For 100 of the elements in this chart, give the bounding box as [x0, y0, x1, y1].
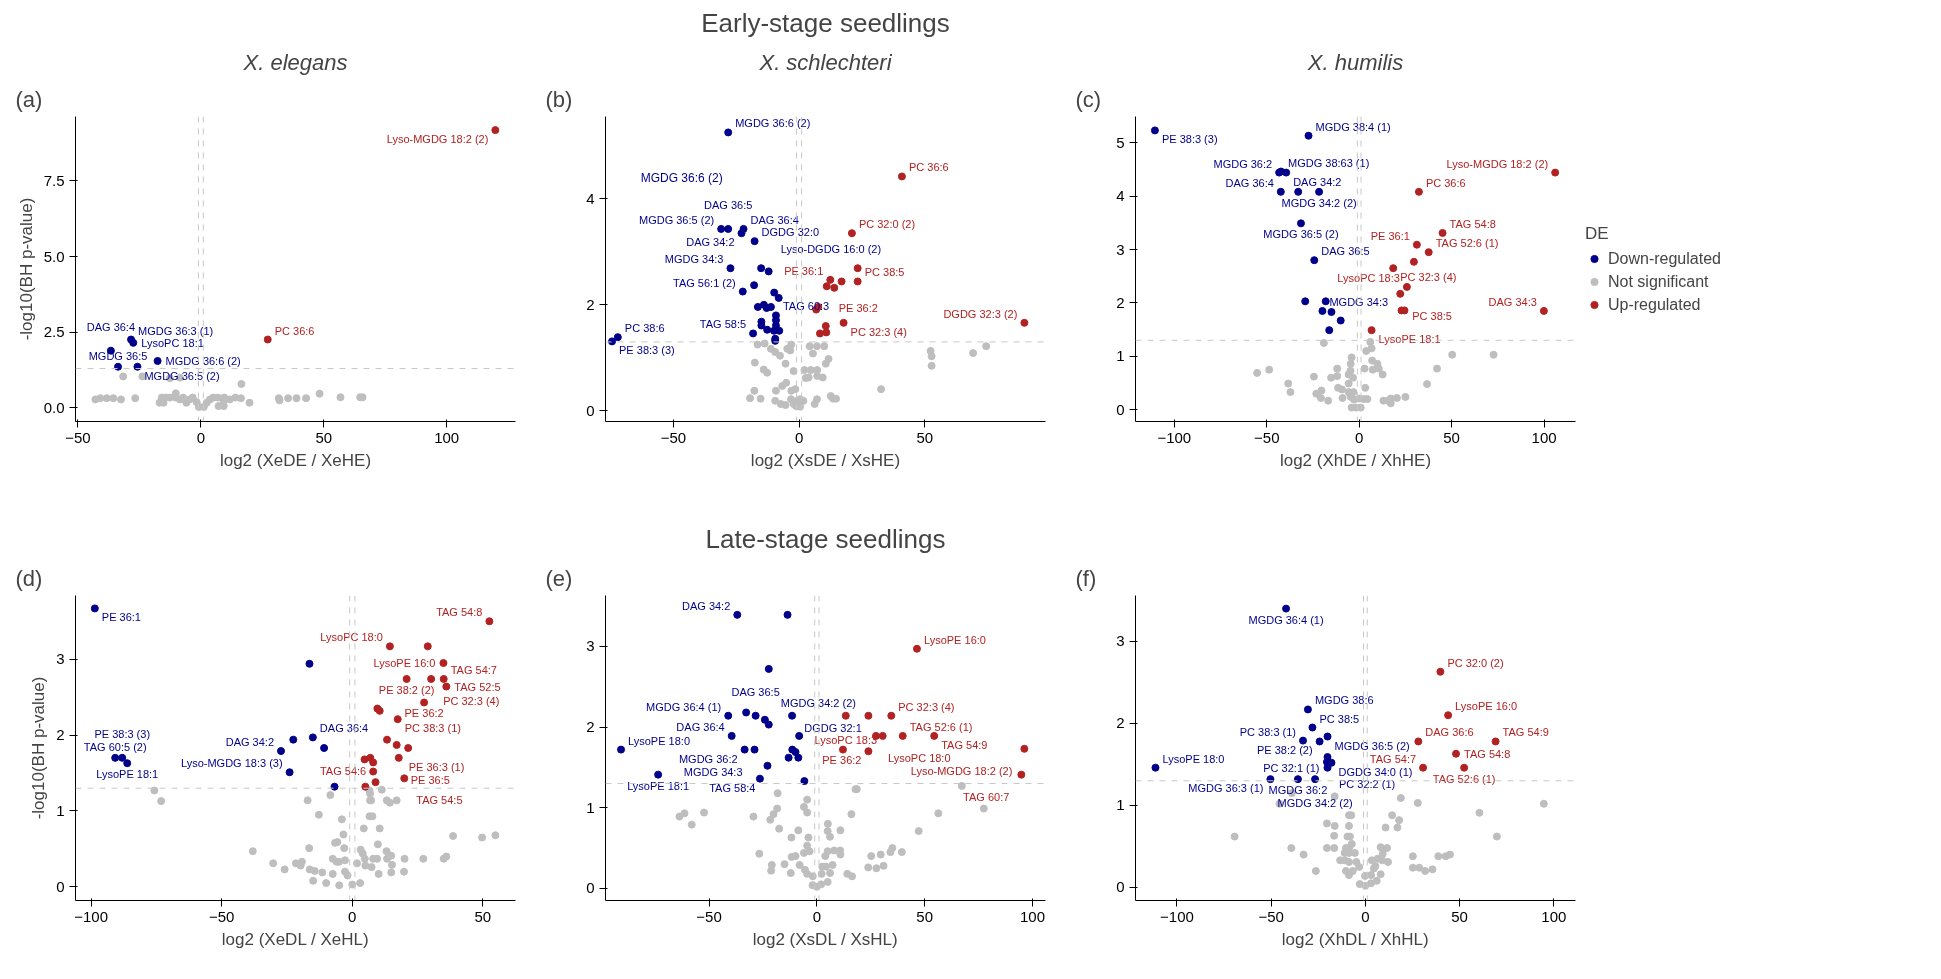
text: (e) [545, 565, 573, 591]
annotation: DAG 36:4 [319, 722, 369, 735]
x-axis-title: log2 (XeDL / XeHL) [221, 929, 369, 949]
annotation: DAG 36:4 [86, 320, 136, 333]
annotation: MGDG 36:6 (2) [640, 170, 723, 185]
chart-subtitle: X. humilis [1306, 49, 1404, 75]
annotation: PE 38:2 (2) [378, 683, 435, 696]
annotation: MGDG 34:3 [683, 765, 743, 778]
annotation: MGDG 38:63 (1) [1288, 156, 1370, 169]
annotation: TAG 54:8 [1449, 217, 1496, 230]
annotation: MGDG 34:2 (2) [1277, 797, 1353, 810]
x-tick-label: −50 [1258, 907, 1284, 925]
annotation: DGDG 32:0 [761, 226, 820, 239]
annotation: TAG 52:6 (1) [1432, 772, 1496, 785]
annotation: PE 38:2 (2) [1256, 744, 1313, 757]
annotation: MGDG 38:6 [1314, 694, 1374, 707]
y-tick-label: 4 [586, 189, 595, 207]
annotation: TAG 54:9 [1502, 726, 1549, 739]
annotation: DAG 36:5 [704, 198, 753, 211]
annotation: MGDG 36:4 (1) [1248, 613, 1324, 626]
legend-label: Up-regulated [1608, 295, 1701, 313]
annotation: PE 36:1 [1370, 229, 1410, 242]
y-axis-title: -log10(BH p-value) [29, 676, 49, 820]
y-tick-label: 0 [586, 401, 595, 419]
annotation: LysoPC 18:0 [887, 751, 951, 764]
x-tick-label: 100 [1541, 907, 1567, 925]
annotation: TAG 60:7 [963, 790, 1010, 803]
y-tick-label: 1 [1116, 796, 1125, 814]
annotation: PE 36:5 [410, 773, 450, 786]
annotation: MGDG 34:2 (2) [780, 696, 856, 709]
x-tick-label: −50 [660, 428, 687, 446]
annotation: DGDG 32:3 (2) [943, 307, 1018, 320]
annotation: PC 38:5 [1412, 309, 1452, 322]
annotation: TAG 54:9 [941, 738, 988, 751]
annotation: PE 38:3 (3) [1161, 133, 1218, 146]
chart-title: Early-stage seedlings [701, 7, 950, 38]
text: (c) [1075, 86, 1102, 112]
y-tick-label: 3 [1116, 632, 1125, 650]
annotation: LysoPE 18:0 [1162, 752, 1225, 765]
annotation: PC 36:6 [274, 324, 315, 337]
x-tick-label: 0 [794, 428, 804, 446]
annotation: LysoPE 16:0 [923, 633, 986, 646]
annotation: LysoPE 18:0 [628, 734, 690, 747]
annotation: TAG 54:5 [416, 794, 463, 807]
annotation: PC 38:5 [864, 266, 905, 279]
annotation: DAG 36:4 [1225, 176, 1274, 189]
y-tick-label: 1 [56, 801, 65, 819]
y-tick-label: 3 [586, 637, 595, 655]
x-tick-label: −100 [1160, 907, 1194, 925]
y-tick-label: 1 [586, 798, 595, 816]
y-tick-label: 0 [1116, 400, 1125, 418]
annotation: LysoPC 18:3 [1337, 271, 1400, 284]
annotation: DAG 36:4 [676, 720, 725, 733]
annotation: Lyso-DGDG 16:0 (2) [780, 243, 882, 256]
annotation: PC 32:1 (1) [1263, 761, 1320, 774]
annotation: PE 36:2 [838, 302, 878, 315]
x-tick-label: 100 [434, 428, 460, 446]
annotation: DAG 34:2 [225, 736, 275, 749]
annotation: PE 36:2 [822, 754, 862, 767]
y-tick-label: 2 [586, 295, 595, 313]
annotation: PC 38:3 (1) [1239, 725, 1297, 738]
x-tick-label: 50 [916, 428, 934, 446]
x-tick-label: −50 [65, 428, 91, 446]
annotation: LysoPE 16:0 [1455, 700, 1518, 713]
x-tick-label: −50 [209, 907, 235, 925]
annotation: PC 38:5 [1319, 712, 1360, 725]
annotation: PE 38:3 (3) [94, 727, 151, 740]
legend-label: Down-regulated [1608, 249, 1721, 267]
annotation: PC 32:2 (1) [1338, 777, 1396, 790]
x-tick-label: 0 [1355, 428, 1364, 446]
annotation: TAG 56:1 (2) [673, 276, 736, 289]
annotation: TAG 54:7 [450, 663, 497, 676]
annotation: MGDG 34:3 [1329, 295, 1389, 308]
annotation: DGDG 34:0 (1) [1338, 765, 1413, 778]
annotation: TAG 60:5 (2) [83, 740, 147, 753]
annotation: PC 36:6 [1425, 176, 1466, 189]
y-tick-label: 0.0 [43, 398, 65, 416]
y-tick-label: 2.5 [43, 323, 65, 341]
annotation: MGDG 36:2 [678, 752, 738, 765]
annotation: DAG 34:2 [686, 236, 735, 249]
annotation: MGDG 36:5 (2) [1263, 228, 1339, 241]
annotation: LysoPC 18:1 [141, 336, 204, 349]
legend-label: Not significant [1608, 272, 1709, 290]
annotation: Lyso-MGDG 18:2 (2) [386, 133, 489, 146]
x-tick-label: −100 [74, 907, 109, 925]
annotation: DAG 36:4 [750, 213, 799, 226]
annotation: TAG 54:7 [1369, 752, 1417, 765]
annotation: MGDG 36:3 (1) [1188, 782, 1264, 795]
annotation: MGDG 36:2 [1268, 784, 1328, 797]
annotation: LysoPC 18:0 [320, 631, 383, 644]
annotation: MGDG 34:3 [664, 253, 724, 266]
x-axis-title: log2 (XsDL / XsHL) [752, 929, 898, 949]
y-tick-label: 3 [1116, 240, 1125, 258]
annotation: Lyso-MGDG 18:2 (2) [910, 764, 1013, 777]
annotation: DAG 36:6 [1425, 726, 1474, 739]
x-tick-label: −50 [1254, 428, 1280, 446]
text: (a) [15, 86, 43, 112]
annotation: DAG 34:3 [1488, 295, 1537, 308]
x-tick-label: 50 [916, 907, 934, 925]
y-tick-label: 5.0 [43, 247, 65, 265]
